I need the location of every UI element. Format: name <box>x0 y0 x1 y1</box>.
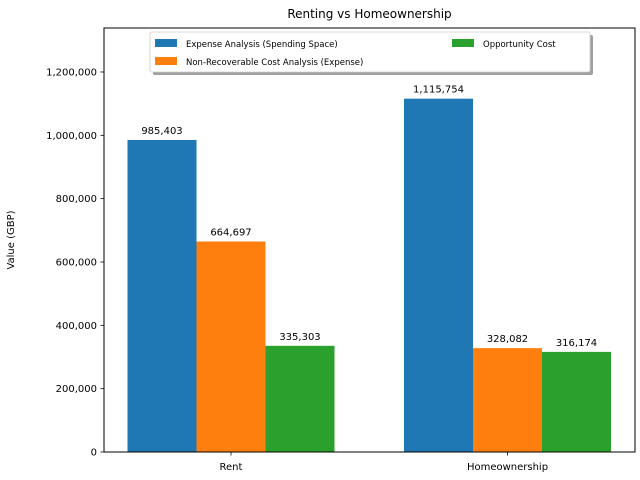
bar-1-homeownership <box>404 98 473 452</box>
bar-value-label: 316,174 <box>556 338 597 349</box>
bar-value-label: 1,115,754 <box>413 85 464 96</box>
legend-swatch <box>155 57 177 65</box>
legend-box <box>149 31 591 73</box>
legend-label: Opportunity Cost <box>483 40 556 50</box>
legend-swatch <box>155 39 177 47</box>
bar-labels-group: 985,403 1,115,754 664,697 328,082 335,303 316… <box>141 85 597 349</box>
legend: Expense Analysis (Spending Space) Non-Rec… <box>149 31 593 75</box>
chart-title: Renting vs Homeownership <box>287 7 451 21</box>
bar-1-rent <box>127 139 197 452</box>
bar-value-label: 985,403 <box>141 126 182 137</box>
y-tick-label: 600,000 <box>56 257 97 268</box>
bar-3-homeownership <box>542 351 611 452</box>
y-tick-label: 1,000,000 <box>46 131 97 142</box>
y-axis: 0 200,000 400,000 600,000 800,000 1,000,000 1,… <box>46 67 104 459</box>
y-tick-label: 1,200,000 <box>46 67 97 78</box>
legend-label: Non-Recoverable Cost Analysis (Expense) <box>186 58 363 68</box>
legend-swatch <box>452 39 474 47</box>
bar-3-rent <box>265 345 335 452</box>
bar-value-label: 664,697 <box>210 228 251 239</box>
bars-group <box>127 98 611 452</box>
bar-value-label: 335,303 <box>279 332 320 343</box>
x-tick-label: Rent <box>220 462 243 473</box>
x-axis: Rent Homeownership <box>220 452 548 473</box>
y-tick-label: 800,000 <box>56 194 97 205</box>
y-axis-title: Value (GBP) <box>6 210 17 269</box>
y-tick-label: 200,000 <box>56 384 97 395</box>
bar-2-rent <box>196 241 266 452</box>
y-tick-label: 400,000 <box>56 321 97 332</box>
bar-2-homeownership <box>473 348 542 452</box>
x-tick-label: Homeownership <box>467 462 548 473</box>
legend-label: Expense Analysis (Spending Space) <box>186 40 338 50</box>
plot-frame <box>103 27 636 453</box>
y-tick-label: 0 <box>91 448 97 459</box>
bar-value-label: 328,082 <box>487 334 528 345</box>
